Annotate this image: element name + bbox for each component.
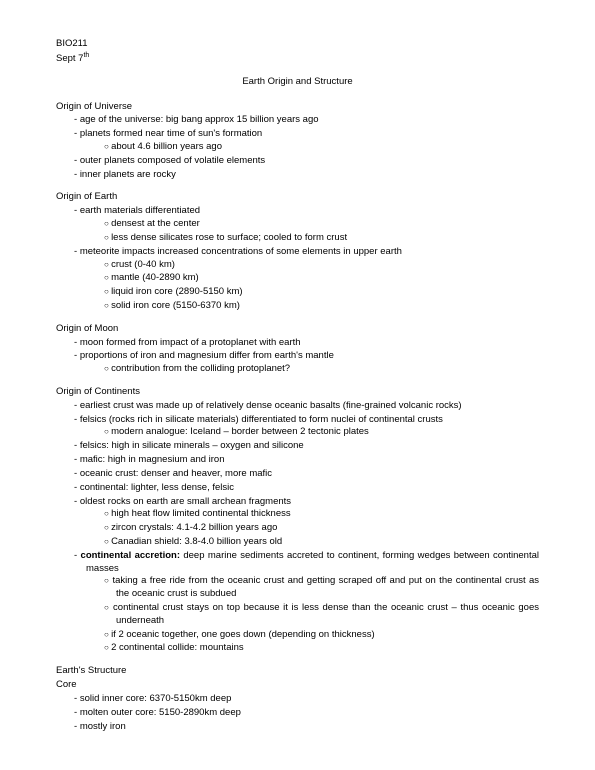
sub-list: high heat flow limited continental thick… (86, 508, 539, 548)
list-item: earliest crust was made up of relatively… (56, 400, 539, 413)
list-text: meteorite impacts increased concentratio… (80, 246, 402, 257)
section-heading: Origin of Earth (56, 191, 539, 204)
section-heading: Earth's Structure (56, 665, 539, 678)
list-item: felsics (rocks rich in silicate material… (56, 414, 539, 440)
list-item: earth materials differentiated densest a… (56, 205, 539, 244)
sub-list: modern analogue: Iceland – border betwee… (86, 426, 539, 439)
list-item: solid iron core (5150-6370 km) (86, 300, 539, 313)
sub-list: densest at the center less dense silicat… (86, 218, 539, 245)
list-item: contribution from the colliding protopla… (86, 363, 539, 376)
sub-heading: Core (56, 679, 539, 692)
list-item: crust (0-40 km) (86, 259, 539, 272)
course-code: BIO211 (56, 38, 539, 51)
list-text: proportions of iron and magnesium differ… (80, 350, 334, 361)
list-item: 2 continental collide: mountains (86, 642, 539, 655)
list-item: felsics: high in silicate minerals – oxy… (56, 440, 539, 453)
list-item: modern analogue: Iceland – border betwee… (86, 426, 539, 439)
bullet-list: moon formed from impact of a protoplanet… (56, 337, 539, 376)
bullet-list: earth materials differentiated densest a… (56, 205, 539, 313)
bullet-list: solid inner core: 6370-5150km deep molte… (56, 693, 539, 733)
list-item: proportions of iron and magnesium differ… (56, 350, 539, 376)
bullet-list: age of the universe: big bang approx 15 … (56, 114, 539, 181)
list-item: densest at the center (86, 218, 539, 231)
list-item: high heat flow limited continental thick… (86, 508, 539, 521)
list-item: molten outer core: 5150-2890km deep (56, 707, 539, 720)
list-item: about 4.6 billion years ago (86, 141, 539, 154)
list-item: inner planets are rocky (56, 169, 539, 182)
list-item: less dense silicates rose to surface; co… (86, 232, 539, 245)
section-heading: Origin of Continents (56, 386, 539, 399)
section-heading: Origin of Moon (56, 323, 539, 336)
date-suffix: th (83, 52, 89, 59)
list-item: mafic: high in magnesium and iron (56, 454, 539, 467)
sub-list: contribution from the colliding protopla… (86, 363, 539, 376)
bullet-list: earliest crust was made up of relatively… (56, 400, 539, 655)
list-item: continental: lighter, less dense, felsic (56, 482, 539, 495)
list-item: planets formed near time of sun's format… (56, 128, 539, 154)
list-item: oldest rocks on earth are small archean … (56, 496, 539, 549)
list-item: continental accretion: deep marine sedim… (56, 550, 539, 656)
page-title: Earth Origin and Structure (56, 76, 539, 89)
list-text: oldest rocks on earth are small archean … (80, 496, 291, 507)
list-item: solid inner core: 6370-5150km deep (56, 693, 539, 706)
section-heading: Origin of Universe (56, 101, 539, 114)
list-item: age of the universe: big bang approx 15 … (56, 114, 539, 127)
list-item: mantle (40-2890 km) (86, 272, 539, 285)
list-item: taking a free ride from the oceanic crus… (86, 575, 539, 601)
list-item: liquid iron core (2890-5150 km) (86, 286, 539, 299)
list-text: earth materials differentiated (80, 205, 200, 216)
list-item: if 2 oceanic together, one goes down (de… (86, 629, 539, 642)
list-item: outer planets composed of volatile eleme… (56, 155, 539, 168)
list-text: felsics (rocks rich in silicate material… (80, 414, 443, 425)
sub-list: crust (0-40 km) mantle (40-2890 km) liqu… (86, 259, 539, 313)
document-page: BIO211 Sept 7th Earth Origin and Structu… (0, 0, 595, 763)
list-item: moon formed from impact of a protoplanet… (56, 337, 539, 350)
list-item: continental crust stays on top because i… (86, 602, 539, 628)
sub-list: about 4.6 billion years ago (86, 141, 539, 154)
list-item: meteorite impacts increased concentratio… (56, 246, 539, 313)
list-item: zircon crystals: 4.1-4.2 billion years a… (86, 522, 539, 535)
date-line: Sept 7th (56, 51, 539, 66)
list-text: planets formed near time of sun's format… (80, 128, 262, 139)
list-item: mostly iron (56, 721, 539, 734)
list-item: Canadian shield: 3.8-4.0 billion years o… (86, 536, 539, 549)
date-prefix: Sept 7 (56, 53, 83, 64)
bold-term: continental accretion: (81, 550, 180, 561)
list-item: oceanic crust: denser and heaver, more m… (56, 468, 539, 481)
sub-list: taking a free ride from the oceanic crus… (86, 575, 539, 655)
